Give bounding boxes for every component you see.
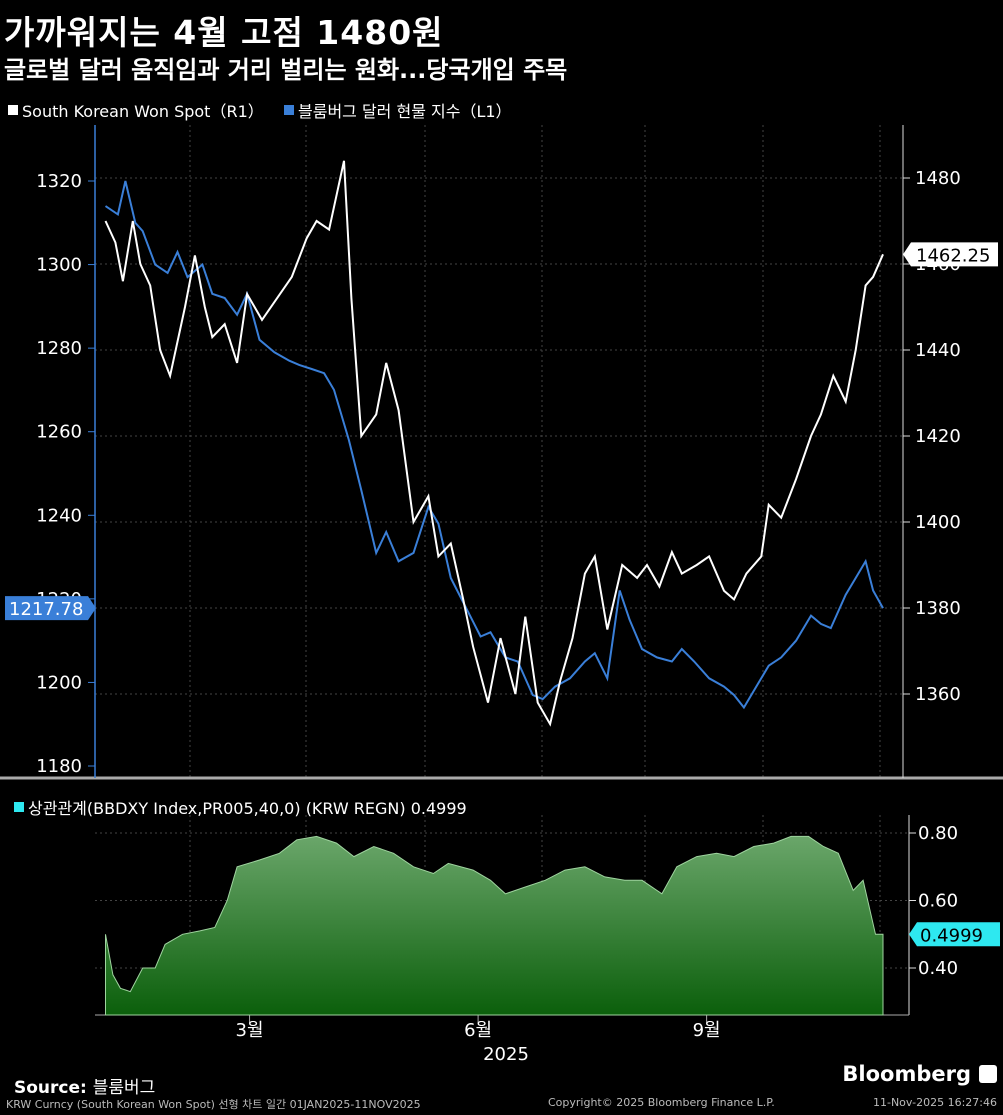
x-year-label: 2025 (483, 1044, 529, 1065)
corr-tick-label-0.8: 0.80 (918, 823, 958, 844)
bloomberg-logo: Bloomberg (842, 1062, 971, 1086)
legend-swatch-correlation (14, 802, 24, 812)
x-tick-label-0: 3월 (236, 1020, 264, 1041)
series-layer (104, 160, 884, 1016)
series-line-bbdxy (104, 180, 884, 710)
left-tick-label-1300: 1300 (36, 255, 82, 276)
legend-swatch-krw (8, 105, 18, 115)
x-tick-label-2: 9월 (693, 1020, 721, 1041)
footer-timestamp: 11-Nov-2025 16:27:46 (872, 1096, 997, 1109)
corr-last-flag (909, 922, 1000, 947)
legend-item-correlation: 상관관계(BBDXY Index,PR005,40,0) (KRW REGN) … (14, 795, 467, 819)
source-line: Source: 블룸버그 (14, 1073, 155, 1098)
right-tick-label-1380: 1380 (915, 598, 961, 619)
krw-last-flag (903, 242, 998, 267)
right-tick-label-1360: 1360 (915, 684, 961, 705)
left-tick-label-1240: 1240 (36, 505, 82, 526)
left-tick-label-1180: 1180 (36, 756, 82, 777)
left-tick-label-1280: 1280 (36, 338, 82, 359)
right-tick-label-1420: 1420 (915, 426, 961, 447)
left-tick-label-1200: 1200 (36, 672, 82, 693)
right-tick-label-1440: 1440 (915, 340, 961, 361)
legend-item-krw: South Korean Won Spot（R1） (8, 98, 264, 122)
bbdxy-last-flag (5, 596, 96, 621)
series-line-krw (104, 160, 884, 727)
left-tick-label-1320: 1320 (36, 171, 82, 192)
krw-last-value: 1462.25 (916, 245, 990, 266)
corr-last-value: 0.4999 (920, 925, 983, 946)
footer-note: KRW Curncy (South Korean Won Spot) 선형 차트… (6, 1098, 421, 1111)
right-tick-label-1480: 1480 (915, 168, 961, 189)
source-value: 블룸버그 (92, 1078, 156, 1098)
right-tick-label-1400: 1400 (915, 512, 961, 533)
corr-tick-label-0.6: 0.60 (918, 891, 958, 912)
value-labels: 1462.25 1217.78 0.4999 (5, 242, 1000, 947)
source-label: Source: (14, 1078, 87, 1098)
legend-label-krw: South Korean Won Spot（R1） (22, 102, 264, 121)
axes: 1180120012201240126012801300132013601380… (0, 125, 1003, 1065)
legend-item-bbdxy: 블룸버그 달러 현물 지수（L1） (284, 98, 512, 122)
chart-title: 가까워지는 4월 고점 1480원 (4, 13, 444, 52)
legend-swatch-bbdxy (284, 105, 294, 115)
x-tick-label-1: 6월 (464, 1020, 492, 1041)
chart-subtitle: 글로벌 달러 움직임과 거리 벌리는 원화...당국개입 주목 (4, 56, 568, 84)
corr-tick-label-0.4: 0.40 (918, 958, 958, 979)
left-tick-label-1260: 1260 (36, 422, 82, 443)
bloomberg-terminal-icon (979, 1065, 997, 1083)
series-area-correlation (105, 835, 884, 1016)
legend-label-correlation: 상관관계(BBDXY Index,PR005,40,0) (KRW REGN) … (28, 799, 467, 818)
bbdxy-last-value: 1217.78 (9, 599, 83, 620)
legend-label-bbdxy: 블룸버그 달러 현물 지수（L1） (298, 102, 512, 121)
footer-copyright: Copyright© 2025 Bloomberg Finance L.P. (548, 1096, 775, 1109)
